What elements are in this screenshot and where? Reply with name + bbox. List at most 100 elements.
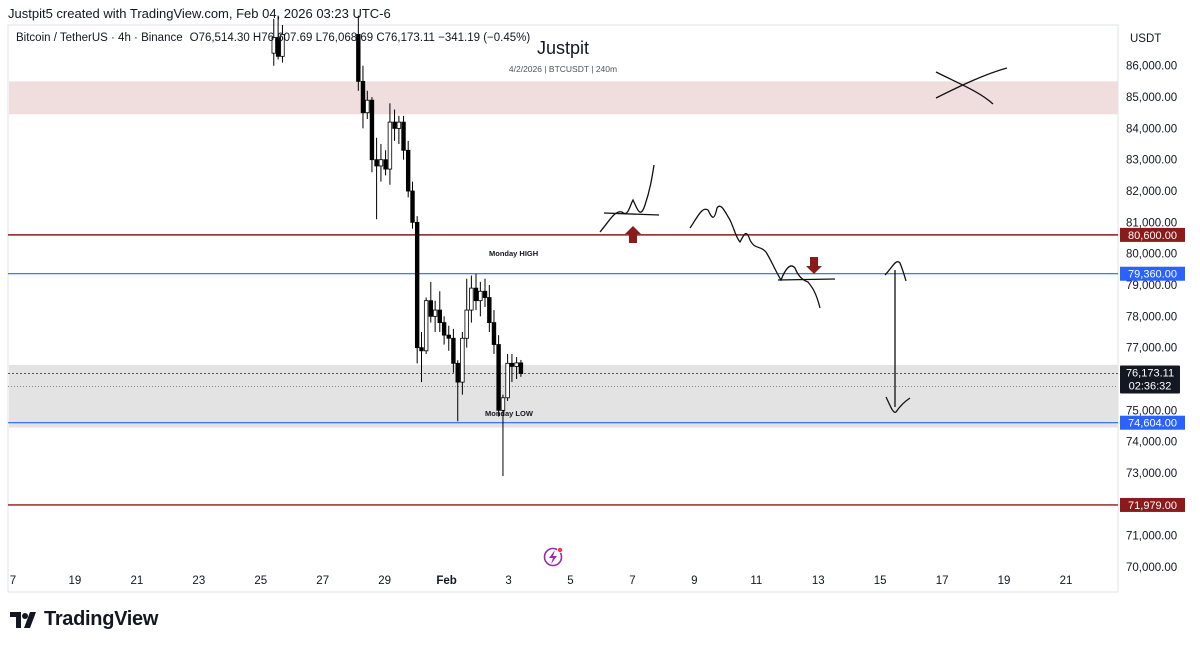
- price-line-label-2: 74,604.00: [1120, 415, 1185, 430]
- candle-37: [509, 353, 515, 383]
- candle-27: [464, 278, 469, 348]
- range-top-hook: [884, 261, 907, 282]
- current-price-value: 76,173.11: [1126, 368, 1174, 380]
- y-tick-label: 80,000.00: [1126, 249, 1177, 261]
- y-tick-label: 74,000.00: [1126, 437, 1177, 449]
- bullish-breakout-line: [603, 212, 660, 216]
- candle-17: [419, 331, 424, 383]
- candle-29: [473, 273, 479, 311]
- y-tick-label: 79,000.00: [1126, 280, 1177, 292]
- candles-layer: [271, 15, 524, 477]
- candle-4: [360, 65, 366, 129]
- y-tick-label: 86,000.00: [1126, 61, 1177, 73]
- zone-1: [9, 364, 1118, 428]
- bullish-path-drawing: [599, 164, 655, 233]
- time-axis[interactable]: 7 19 21 23 25 27 29 Feb 3 5 7 9 11 13 15 17 19 21: [10, 575, 1073, 587]
- y-tick-label: 81,000.00: [1126, 217, 1177, 229]
- candle-21: [437, 291, 442, 332]
- y-tick-label: 73,000.00: [1126, 468, 1177, 480]
- price-lines-layer: [8, 234, 1118, 506]
- svg-text:79,360.00: 79,360.00: [1128, 269, 1177, 281]
- candle-22: [441, 316, 447, 345]
- svg-text:71,979.00: 71,979.00: [1128, 500, 1177, 512]
- candle-24: [451, 328, 456, 373]
- candle-0: [271, 18, 276, 66]
- y-tick-label: 77,000.00: [1126, 343, 1177, 355]
- x-tick-label: 11: [750, 575, 762, 587]
- y-tick-label: 75,000.00: [1126, 405, 1177, 417]
- x-tick-label: 9: [691, 575, 697, 587]
- candle-12: [396, 115, 402, 145]
- x-tick-label: 19: [69, 575, 82, 587]
- tradingview-logo[interactable]: TradingView: [10, 608, 158, 631]
- y-tick-label: 84,000.00: [1126, 123, 1177, 135]
- y-tick-label: 83,000.00: [1126, 155, 1177, 167]
- lightning-icon[interactable]: [543, 547, 564, 567]
- price-line-label-1: 79,360.00: [1120, 266, 1185, 281]
- x-tick-label: 21: [1060, 575, 1073, 587]
- bearish-breakdown-line: [777, 278, 836, 281]
- candle-36: [505, 353, 510, 401]
- candle-5: [365, 90, 370, 119]
- candle-28: [469, 275, 474, 323]
- currency-label: USDT: [1130, 33, 1161, 45]
- candle-9: [383, 150, 388, 176]
- candle-13: [401, 115, 406, 160]
- candle-14: [405, 140, 411, 198]
- price-chart[interactable]: Monday HIGH Monday LOW Justpit 4/2/2026 …: [0, 0, 1200, 600]
- candle-39: [518, 359, 524, 377]
- candle-38: [514, 357, 519, 379]
- zone-0: [9, 81, 1118, 115]
- y-tick-label: 85,000.00: [1126, 92, 1177, 104]
- y-tick-label: 71,000.00: [1126, 531, 1177, 543]
- up-arrow-icon: [625, 226, 641, 243]
- range-bottom-hook: [885, 396, 911, 413]
- monday-high-label: Monday HIGH: [489, 249, 538, 258]
- x-tick-label: 13: [812, 575, 825, 587]
- candle-15: [410, 181, 415, 229]
- tradingview-logo-icon: [10, 611, 36, 628]
- candle-18: [423, 297, 429, 354]
- svg-text:74,604.00: 74,604.00: [1128, 418, 1177, 430]
- x-tick-label: 23: [192, 575, 205, 587]
- current-price-badge: 76,173.11 02:36:32: [1120, 365, 1180, 394]
- price-line-label-3: 71,979.00: [1120, 497, 1185, 512]
- tradingview-brand: TradingView: [44, 608, 159, 630]
- x-tick-label: 7: [10, 575, 16, 587]
- x-tick-label: 29: [378, 575, 391, 587]
- candle-32: [487, 285, 492, 332]
- candle-19: [428, 281, 433, 323]
- symbol-legend: Bitcoin / TetherUS · 4h · Binance O76,514…: [16, 32, 530, 44]
- candle-10: [387, 103, 393, 185]
- down-arrow-icon: [806, 257, 822, 274]
- candle-30: [478, 281, 483, 317]
- x-tick-label: 17: [936, 575, 949, 587]
- monday-low-label: Monday LOW: [485, 409, 534, 418]
- candle-1: [275, 15, 281, 60]
- candle-23: [446, 325, 451, 351]
- x-tick-label: 5: [567, 575, 573, 587]
- author-watermark: Justpit: [537, 38, 589, 58]
- x-tick-label: 3: [505, 575, 511, 587]
- candle-2: [280, 25, 285, 63]
- y-tick-label: 82,000.00: [1126, 186, 1177, 198]
- bearish-path-drawing: [689, 205, 821, 309]
- x-tick-label: 15: [874, 575, 887, 587]
- candle-25: [455, 360, 460, 422]
- cross-stroke-two: [935, 67, 1008, 99]
- cross-stroke-one: [935, 71, 994, 105]
- bar-countdown: 02:36:32: [1129, 381, 1172, 393]
- chart-info-watermark: 4/2/2026 | BTCUSDT | 240m: [509, 64, 617, 74]
- candle-34: [496, 335, 501, 417]
- x-tick-label: Feb: [436, 575, 456, 587]
- price-labels-layer: 80,600.00 79,360.00 74,604.00 71,979.00: [1120, 227, 1185, 512]
- price-axis[interactable]: 86,000.00 85,000.00 84,000.00 83,000.00 82,0…: [1126, 61, 1177, 574]
- candle-16: [414, 216, 420, 364]
- x-tick-label: 25: [254, 575, 267, 587]
- candle-33: [491, 310, 497, 354]
- y-tick-label: 78,000.00: [1126, 311, 1177, 323]
- zones-layer: [9, 81, 1118, 428]
- svg-text:80,600.00: 80,600.00: [1128, 230, 1177, 242]
- drawings-layer: [599, 67, 1008, 413]
- candle-7: [374, 137, 379, 220]
